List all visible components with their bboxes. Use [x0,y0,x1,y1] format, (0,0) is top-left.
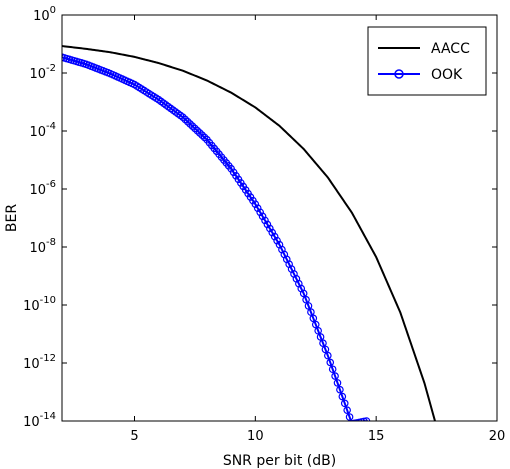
series-marker-ook [188,122,197,130]
series-marker-ook [256,208,264,217]
x-axis-label: SNR per bit (dB) [223,453,336,469]
series-marker-ook [299,289,308,298]
series-marker-ook [311,320,320,329]
series-marker-ook [270,232,279,241]
y-axis-label: BER [4,204,20,232]
legend-box [367,26,487,96]
ticks-layer: 5 10 15 20 100 10-2 10-4 10-6 10-8 10-10 10-12 10-1… [23,5,505,444]
series-marker-ook [251,200,260,208]
series-marker-ook [193,126,202,135]
series-marker-ook [304,302,313,310]
series-marker-ook [268,228,277,237]
y-tick-label: 10-4 [29,121,56,140]
series-marker-ook [309,314,318,323]
series-marker-ook [258,212,267,221]
series-marker-ook [307,308,315,316]
y-tick-label: 100 [33,5,56,24]
series-marker-ook [198,131,206,140]
legend-marker-ook [394,69,404,79]
y-tick-label: 10-10 [23,295,56,314]
legend-label-ook: OOK [431,67,463,83]
y-tick-label: 10-2 [29,63,56,82]
x-tick-label: 10 [247,429,264,444]
x-tick-label: 15 [368,429,385,444]
series-marker-ook [302,295,310,304]
series-line-aacc [62,45,437,421]
series-marker-ook [183,117,192,126]
series-marker-ook [200,133,209,142]
series-marker-ook [349,420,355,421]
series-layer [62,45,437,421]
series-marker-ook [179,113,187,121]
series-marker-ook [333,379,342,387]
series-marker-ook [331,372,339,380]
series-marker-ook [263,220,272,229]
series-marker-ook [273,236,281,245]
series-marker-ook [336,385,344,394]
series-marker-ook [195,129,204,137]
x-tick-label: 20 [489,429,506,444]
series-marker-ook [328,365,337,374]
series-marker-ook [324,351,332,360]
series-marker-ook [338,392,347,401]
y-tick-label: 10-14 [23,411,56,430]
series-marker-ook [345,413,354,421]
series-marker-ook [316,333,325,341]
series-marker-ook [321,345,330,354]
series-marker-ook [326,358,335,367]
x-tick-label: 5 [130,429,138,444]
series-marker-ook [186,120,194,128]
plot-frame [61,14,498,422]
y-tick-label: 10-12 [23,353,56,372]
series-marker-ook [191,124,199,133]
legend-label-aacc: AACC [431,41,470,57]
series-marker-ook [261,216,269,225]
series-marker-ook [62,53,66,62]
series-marker-ook [314,326,322,335]
series-marker-ook [319,339,327,347]
series-marker-ook [181,115,190,124]
series-marker-ook [253,204,262,213]
series-marker-ook [266,224,274,233]
series-marker-ook [343,406,351,414]
legend: AACC OOK [367,26,487,96]
y-tick-label: 10-8 [29,237,56,256]
y-tick-label: 10-6 [29,179,56,198]
series-marker-ook [340,399,349,408]
